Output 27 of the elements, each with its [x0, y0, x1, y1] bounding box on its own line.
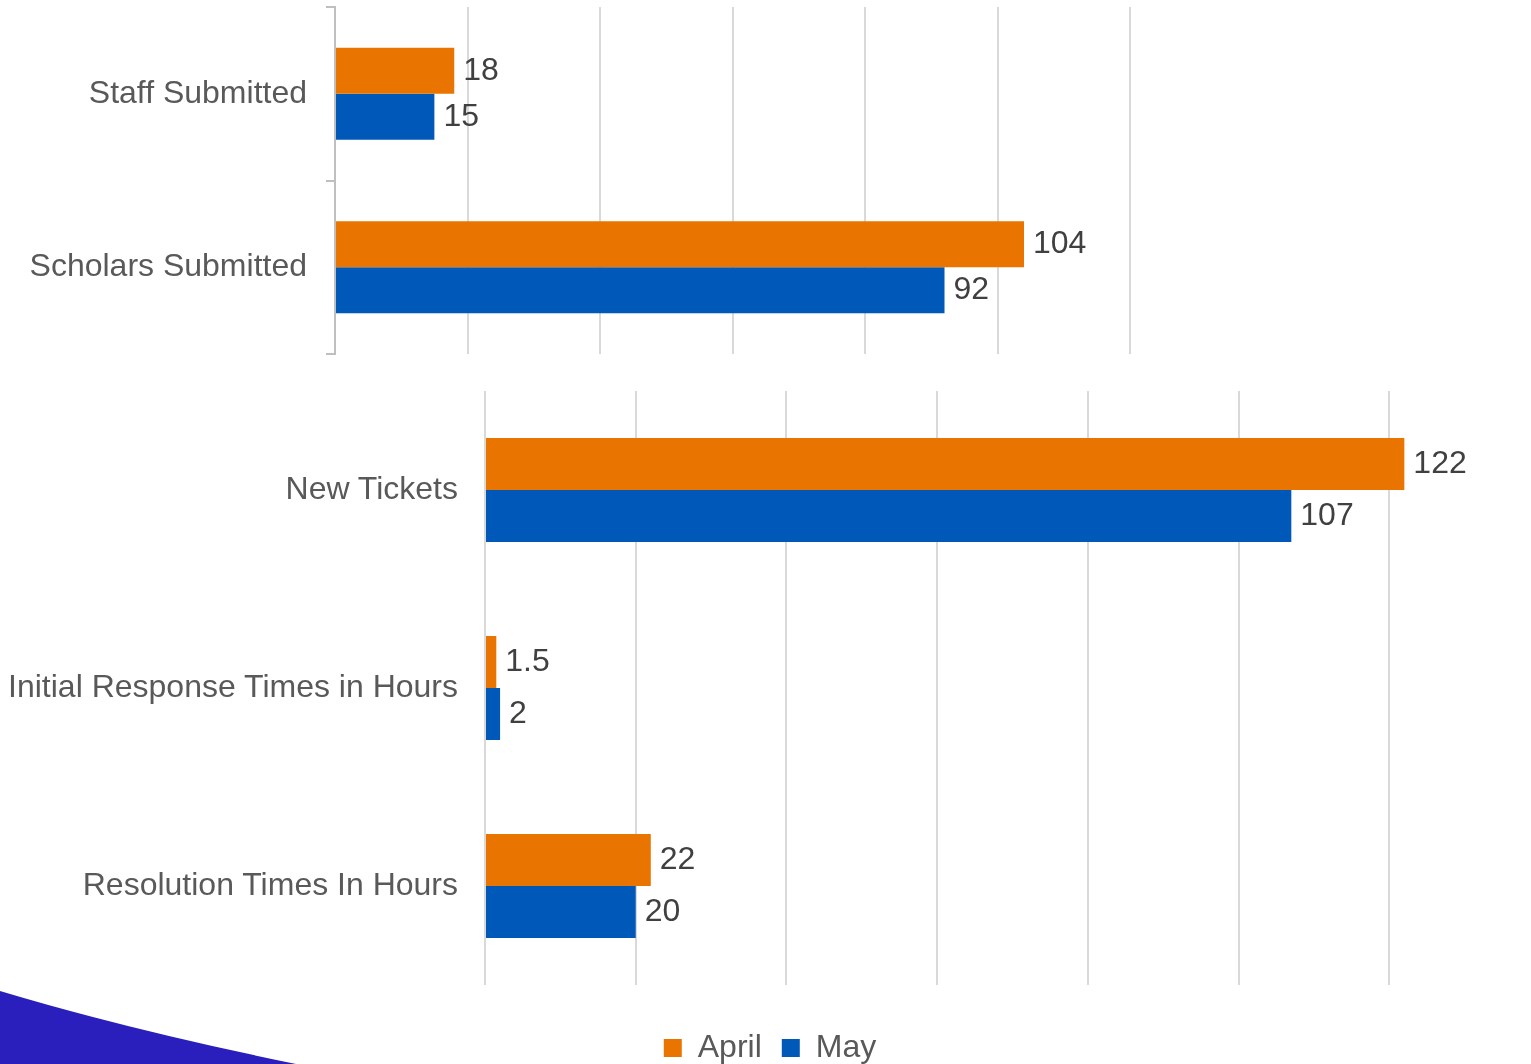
bar [486, 886, 636, 938]
data-label: 1.5 [505, 641, 550, 678]
data-label: 2 [509, 693, 527, 730]
data-label: 107 [1300, 495, 1354, 532]
bar [336, 47, 455, 94]
y-tick-label: Resolution Times In Hours [82, 865, 458, 902]
data-label: 15 [443, 96, 479, 133]
y-tick-label: Scholars Submitted [29, 247, 307, 284]
legend-label: May [815, 1027, 877, 1064]
y-tick-label: New Tickets [285, 469, 458, 506]
legend-label: April [697, 1027, 762, 1064]
y-tick-label: Initial Response Times in Hours [8, 667, 458, 704]
bar [336, 221, 1024, 268]
bar [336, 267, 945, 314]
bar [486, 490, 1292, 542]
bar [336, 93, 435, 140]
data-label: 104 [1033, 224, 1087, 261]
data-label: 122 [1413, 443, 1467, 480]
bar [486, 834, 651, 886]
data-label: 18 [463, 50, 499, 87]
data-label: 92 [953, 270, 990, 307]
data-label: 22 [659, 839, 696, 876]
bar [486, 688, 501, 740]
bar [486, 438, 1405, 490]
bar [486, 636, 497, 688]
y-tick-label: Staff Submitted [88, 73, 307, 110]
data-label: 20 [644, 891, 681, 928]
